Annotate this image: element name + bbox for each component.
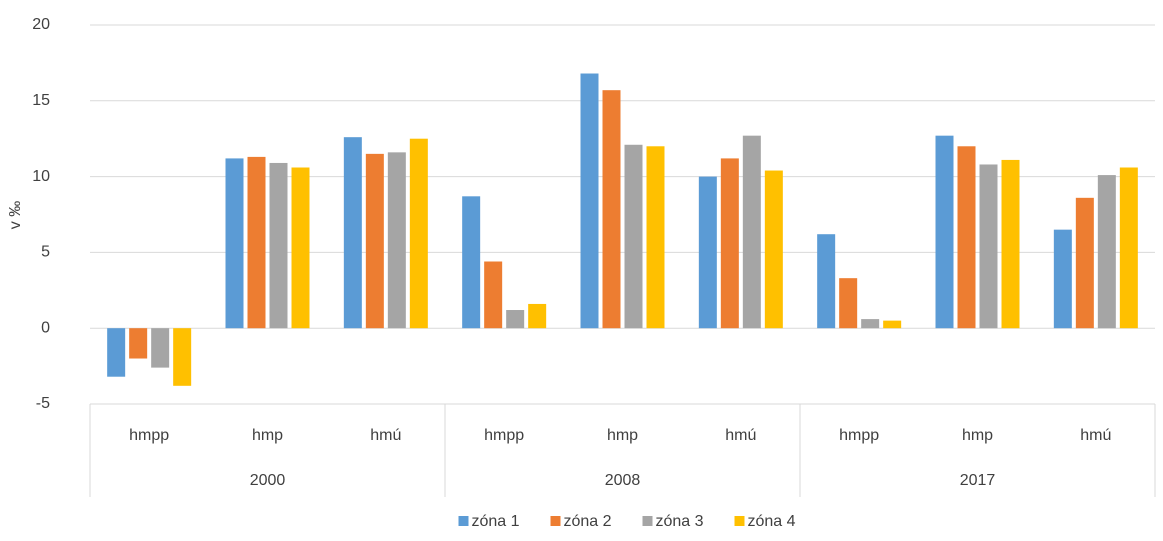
x-tick-label: hmú	[725, 427, 756, 444]
bar	[506, 310, 525, 329]
y-axis-title: v ‰	[7, 201, 24, 229]
bar	[764, 170, 783, 329]
bar	[580, 73, 599, 329]
bar	[1075, 197, 1094, 329]
bar	[409, 138, 428, 329]
bar	[817, 234, 836, 329]
bar	[720, 158, 739, 329]
bar	[602, 90, 621, 329]
bar	[462, 196, 481, 329]
bar	[247, 156, 266, 329]
bar	[935, 135, 954, 329]
y-tick-label: 5	[41, 244, 50, 261]
y-tick-label: 15	[32, 92, 50, 109]
bar	[861, 319, 880, 329]
x-tick-label: hmp	[607, 427, 638, 444]
bar	[129, 328, 148, 359]
group-label: 2017	[960, 472, 996, 489]
x-tick-label: hmp	[962, 427, 993, 444]
bar	[528, 303, 547, 329]
bar	[883, 320, 902, 329]
y-tick-label: 20	[32, 16, 50, 33]
bar	[269, 162, 288, 329]
bar	[173, 328, 192, 386]
x-tick-label: hmpp	[484, 427, 524, 444]
bar	[291, 167, 310, 329]
bar	[107, 328, 126, 377]
bar	[742, 135, 761, 329]
legend-swatch	[550, 516, 561, 526]
y-tick-label: 10	[32, 168, 50, 185]
legend-label: zóna 2	[564, 513, 612, 530]
legend-label: zóna 4	[748, 513, 796, 530]
bar	[151, 328, 170, 368]
x-tick-label: hmú	[1080, 427, 1111, 444]
legend-label: zóna 3	[656, 513, 704, 530]
bar	[1097, 175, 1116, 329]
bar	[698, 176, 717, 329]
bar	[839, 278, 858, 329]
bar	[387, 152, 406, 329]
y-tick-label: -5	[36, 395, 50, 412]
x-tick-label: hmú	[370, 427, 401, 444]
bar	[957, 146, 976, 329]
bar	[225, 158, 244, 329]
bar	[1119, 167, 1138, 329]
x-tick-label: hmp	[252, 427, 283, 444]
bar	[979, 164, 998, 329]
bar	[1053, 229, 1072, 329]
group-label: 2000	[250, 472, 286, 489]
bar	[365, 153, 384, 329]
legend-label: zóna 1	[472, 513, 520, 530]
legend-swatch	[458, 516, 469, 526]
legend-swatch	[642, 516, 653, 526]
bar	[646, 146, 665, 329]
bar	[484, 261, 503, 329]
bar	[624, 144, 643, 329]
group-label: 2008	[605, 472, 641, 489]
legend-swatch	[734, 516, 745, 526]
bar	[1001, 159, 1020, 329]
y-tick-label: 0	[41, 319, 50, 336]
x-tick-label: hmpp	[839, 427, 879, 444]
x-tick-label: hmpp	[129, 427, 169, 444]
bar	[343, 137, 362, 329]
